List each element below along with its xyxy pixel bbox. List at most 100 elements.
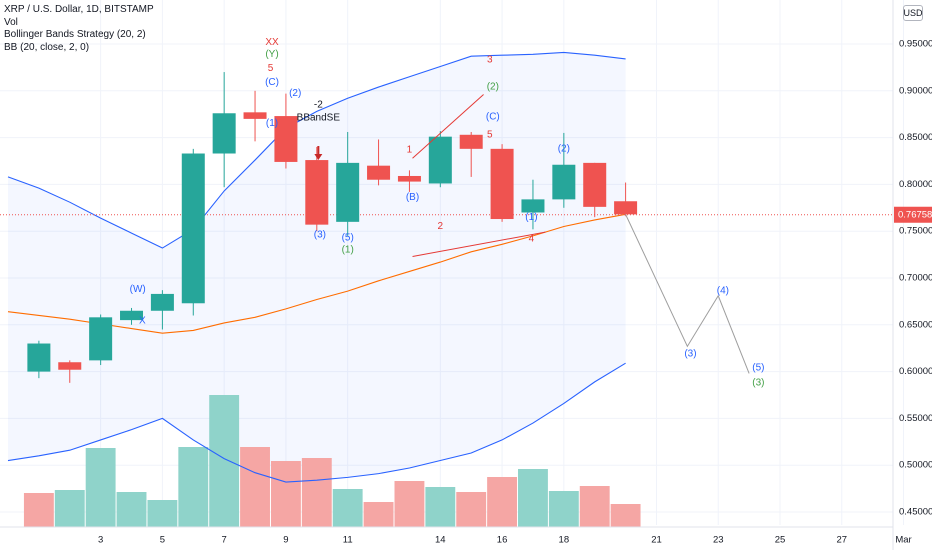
candle[interactable] [397,170,421,192]
candle[interactable] [274,93,298,169]
volume-bar [456,492,487,527]
legend-vol[interactable]: Vol [4,16,18,28]
candle-body [150,293,174,311]
legend: XRP / U.S. Dollar, 1D, BITSTAMP Vol Boll… [4,4,154,54]
y-tick-label: 0.90000 [899,85,932,96]
wave-label: (2) [487,82,499,93]
candle-body [490,148,514,220]
candle[interactable] [428,131,452,188]
currency-button[interactable]: USD [903,5,923,21]
wave-label: (3) [684,348,696,359]
wave-label: 3 [487,55,493,66]
candle-body [120,310,144,321]
wave-label: (Y) [265,49,278,60]
x-axis: 3 5 7 9 11 14 16 18 21 23 25 27 Mar [0,526,912,546]
wave-label: XX [265,37,279,48]
short-arrow-head [314,154,323,160]
wave-label: (1) [525,212,537,223]
x-tick-label: 14 [435,535,446,546]
candle[interactable] [212,72,236,188]
candle[interactable] [367,139,391,186]
symbol-title[interactable]: XRP / U.S. Dollar, 1D, BITSTAMP [4,4,154,15]
x-tick-label: 16 [497,535,508,546]
y-tick-label: 0.45000 [899,507,932,518]
wave-label: -2 [314,99,323,110]
wave-line [412,94,484,159]
candle-body [367,165,391,180]
candle[interactable] [336,131,360,236]
y-tick-label: 0.85000 [899,132,932,143]
volume-bar [518,469,548,527]
volume-bar [240,447,270,527]
candle-body [397,175,421,182]
candles[interactable] [27,72,638,383]
candle[interactable] [120,307,144,325]
wave-label: (1) [342,245,354,256]
wave-label: (4) [717,286,729,297]
candle[interactable] [552,132,576,208]
last-price-label: 0.76758 [898,209,932,220]
volume-bar [23,493,54,527]
candle[interactable] [583,162,607,218]
wave-label: (C) [486,112,500,123]
wave-label: (5) [342,232,354,243]
x-tick-label: 5 [160,535,165,546]
x-tick-label: 9 [283,535,288,546]
wave-label: (W) [130,284,146,295]
legend-bb[interactable]: BB (20, close, 2, 0) [4,41,90,53]
y-tick-label: 0.75000 [899,226,932,237]
candle-body [583,162,607,207]
volume-bar [425,487,456,527]
candle-body [614,201,638,215]
wave-label: (3) [314,230,326,241]
candle-body [27,343,51,372]
candle-body [552,164,576,200]
wave-label: X [139,316,146,327]
volume-bar [147,500,178,527]
wave-label: 2 [438,221,444,232]
candle[interactable] [305,146,329,232]
y-tick-label: 0.65000 [899,319,932,330]
y-tick-label: 0.95000 [899,39,932,50]
candle[interactable] [181,148,205,316]
volume-bar [54,490,85,527]
volume-bar [394,481,425,527]
legend-strategy[interactable]: Bollinger Bands Strategy (20, 2) [4,29,146,40]
candle[interactable] [614,182,638,217]
y-tick-label: 0.50000 [899,460,932,471]
candle-body [459,134,483,149]
volume-bar [85,448,116,527]
volume-bar [487,477,518,527]
wave-label: BBandSE [297,113,341,124]
candle[interactable] [490,144,514,222]
x-tick-label: 27 [836,535,847,546]
candle-body [181,153,205,304]
candle-body [274,116,298,162]
candle-body [89,317,113,361]
last-price-badge [894,206,932,223]
candle[interactable] [243,90,267,142]
volume-bar [579,486,610,527]
x-tick-label: Mar [895,535,911,546]
candle-body [305,160,329,225]
candle[interactable] [27,340,51,379]
projection-line [625,214,750,374]
volume-bar [610,504,641,527]
candle[interactable] [150,290,174,330]
candle[interactable] [89,314,113,366]
x-tick-label: 25 [775,535,786,546]
y-tick-label: 0.55000 [899,413,932,424]
wave-label: (B) [406,192,419,203]
volume-bar [178,447,209,527]
wave-label: 5 [487,129,493,140]
y-tick-label: 0.60000 [899,366,932,377]
x-tick-label: 21 [651,535,662,546]
volume-bar [363,502,394,527]
candle[interactable] [521,179,545,230]
wave-label: (2) [558,143,570,154]
bb-lower-line [7,362,626,483]
candle[interactable] [459,131,483,177]
candle[interactable] [58,360,82,383]
y-axis: 0.95000 0.90000 0.85000 0.80000 0.75000 0.700… [892,0,932,550]
